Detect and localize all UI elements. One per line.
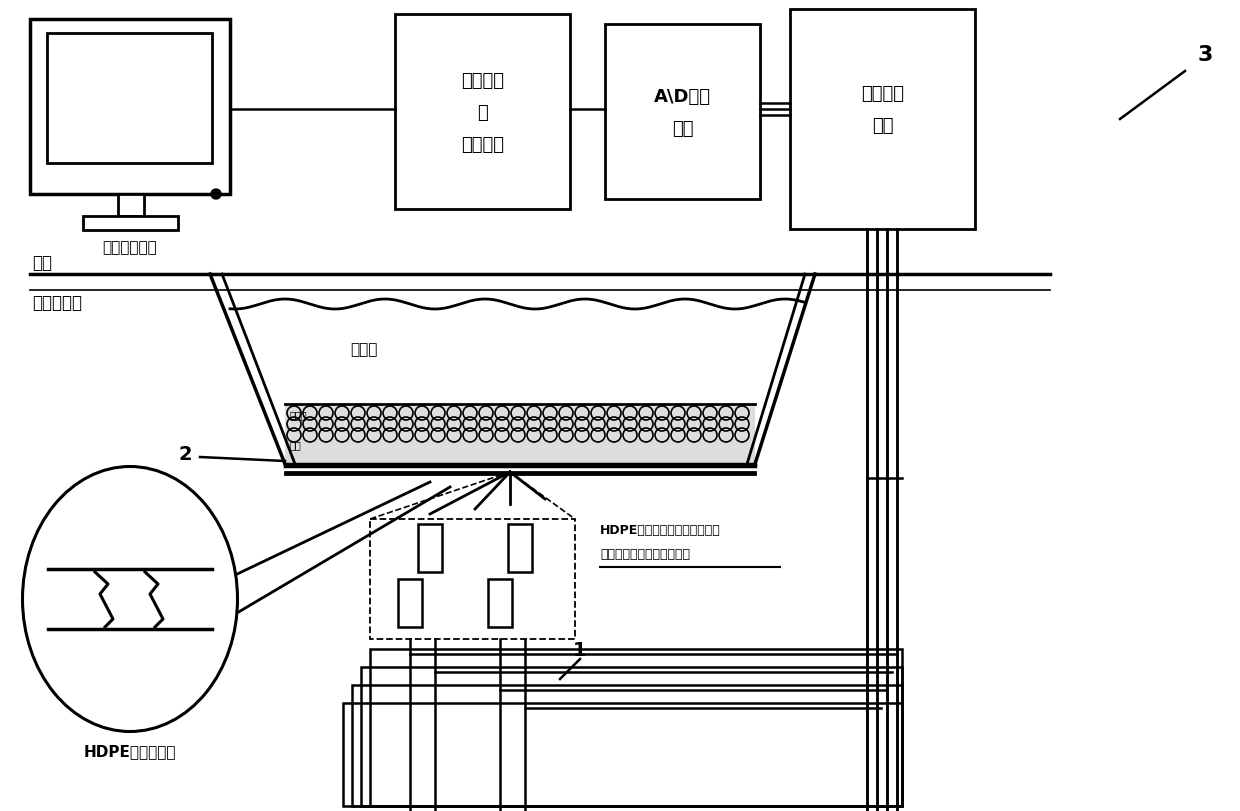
Text: 主控芯片
及
外围电路: 主控芯片 及 外围电路 bbox=[461, 71, 503, 153]
Bar bbox=[361, 667, 903, 806]
Text: 衬垫: 衬垫 bbox=[290, 440, 301, 449]
Text: 测验设在膜下方的检测器中: 测验设在膜下方的检测器中 bbox=[600, 547, 689, 561]
Bar bbox=[370, 519, 575, 639]
Text: 1: 1 bbox=[573, 640, 587, 659]
Bar bbox=[83, 217, 179, 230]
Circle shape bbox=[211, 190, 221, 200]
Bar bbox=[396, 15, 570, 210]
Bar bbox=[508, 525, 532, 573]
Bar bbox=[118, 195, 144, 217]
Ellipse shape bbox=[22, 467, 238, 732]
Text: 2: 2 bbox=[179, 445, 192, 464]
Text: A\D转换
电路: A\D转换 电路 bbox=[653, 88, 711, 137]
Bar bbox=[352, 685, 903, 806]
Bar bbox=[790, 10, 975, 230]
Bar bbox=[47, 34, 212, 164]
Text: 砾石层: 砾石层 bbox=[290, 410, 308, 419]
Bar bbox=[343, 703, 903, 806]
Text: HDPE膜发生破裂: HDPE膜发生破裂 bbox=[84, 744, 176, 758]
Text: 地表: 地表 bbox=[32, 254, 52, 272]
Bar bbox=[489, 579, 512, 627]
Bar bbox=[605, 25, 760, 200]
Text: 天然土壤层: 天然土壤层 bbox=[32, 294, 82, 311]
Text: 3: 3 bbox=[1198, 45, 1213, 65]
Text: HDPE膜破裂时产生应力波信号: HDPE膜破裂时产生应力波信号 bbox=[600, 523, 720, 536]
Text: 地质层: 地质层 bbox=[350, 342, 377, 357]
Bar bbox=[285, 405, 755, 465]
Bar bbox=[398, 579, 422, 627]
Bar bbox=[370, 649, 903, 806]
Bar bbox=[418, 525, 441, 573]
Bar bbox=[30, 20, 229, 195]
Text: 数据处理终端: 数据处理终端 bbox=[103, 240, 157, 255]
Text: 信号调理
电路: 信号调理 电路 bbox=[861, 85, 904, 135]
